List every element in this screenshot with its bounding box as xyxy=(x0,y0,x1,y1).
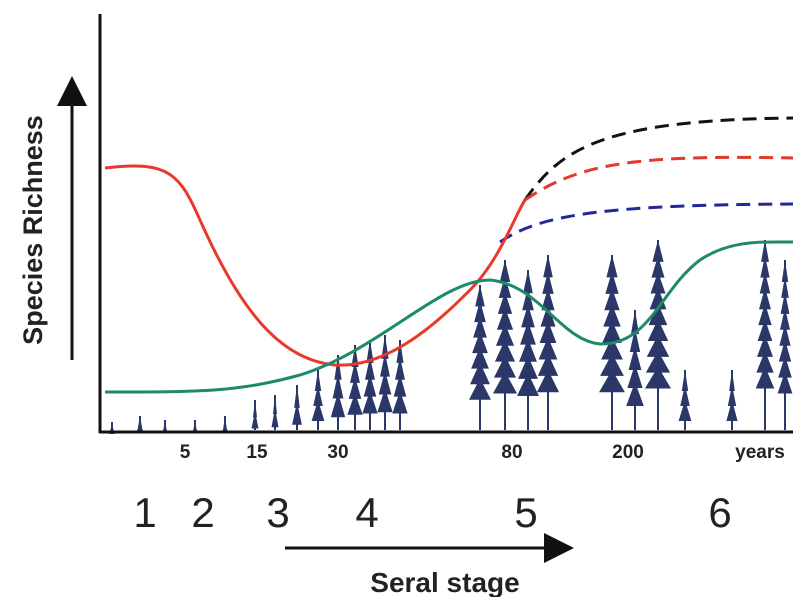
stage-number: 5 xyxy=(514,489,537,536)
tree xyxy=(469,285,491,430)
tree xyxy=(599,255,625,430)
forest-illustration xyxy=(109,240,793,434)
tree xyxy=(755,240,775,430)
stage-number: 4 xyxy=(355,489,378,536)
tree xyxy=(271,395,279,430)
curve-green xyxy=(104,240,793,394)
tree xyxy=(362,340,378,430)
x-tick-label: 5 xyxy=(180,442,191,463)
tree xyxy=(292,385,302,430)
tree xyxy=(347,345,363,430)
stage-number: 1 xyxy=(133,489,156,536)
stage-number: 6 xyxy=(708,489,731,536)
curve-black-dashed xyxy=(523,116,793,201)
tree xyxy=(330,355,346,430)
tree xyxy=(536,255,560,430)
tree xyxy=(626,310,644,430)
tree xyxy=(222,416,228,433)
stage-number: 3 xyxy=(266,489,289,536)
tree xyxy=(492,260,518,430)
tree xyxy=(251,400,259,430)
tree xyxy=(377,335,393,430)
x-tick-label: 200 xyxy=(612,442,644,463)
tree xyxy=(726,370,738,430)
curve-blue-dashed xyxy=(499,202,793,244)
tree xyxy=(392,340,408,430)
stage-number: 2 xyxy=(191,489,214,536)
x-tick-label: 30 xyxy=(327,442,348,463)
tree xyxy=(311,370,325,430)
curve-red xyxy=(104,164,527,367)
tree xyxy=(678,370,692,430)
curve-red-dashed xyxy=(524,155,793,202)
x-tick-label: 80 xyxy=(501,442,522,463)
tree xyxy=(644,240,672,430)
tree xyxy=(136,416,144,433)
x-tick-label: 15 xyxy=(246,442,268,463)
y-axis-label: Species Richness xyxy=(18,115,48,345)
tree xyxy=(777,260,793,430)
x-axis-label: Seral stage xyxy=(370,567,519,597)
x-tick-label: years xyxy=(735,442,785,463)
